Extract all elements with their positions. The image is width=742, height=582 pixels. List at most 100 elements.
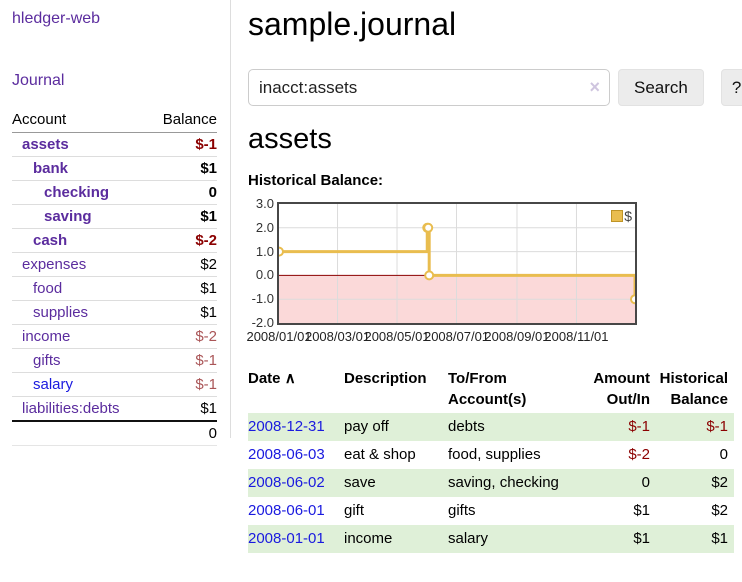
register-row: 2008-06-01 gift gifts $1 $2 — [248, 497, 734, 525]
register-description-cell: gift — [344, 502, 365, 519]
account-row: expenses $2 — [12, 252, 217, 277]
register-amount-cell: $-2 — [628, 446, 650, 463]
account-link[interactable]: assets — [22, 136, 69, 153]
account-row: assets $-1 — [12, 132, 217, 157]
app-title-link[interactable]: hledger-web — [12, 10, 101, 27]
transaction-date-link[interactable]: 2008-12-31 — [248, 418, 325, 435]
register-amount-cell: $1 — [633, 502, 650, 519]
balance-step-line-chart — [279, 204, 635, 323]
account-row: income $-2 — [12, 324, 217, 349]
nav-journal-link[interactable]: Journal — [12, 72, 65, 89]
transaction-date-link[interactable]: 2008-01-01 — [248, 530, 325, 547]
register-balance-cell: 0 — [719, 446, 728, 463]
accounts-header-row: Account Balance — [12, 108, 217, 133]
account-name-cell: checking — [12, 180, 149, 205]
account-balance: $-2 — [148, 324, 217, 349]
register-accounts-cell: gifts — [448, 502, 476, 519]
transaction-date-link[interactable]: 2008-06-02 — [248, 474, 325, 491]
account-name-cell: supplies — [12, 300, 149, 325]
account-name-cell: gifts — [12, 348, 149, 373]
col-accounts: To/From Account(s) — [448, 370, 527, 408]
account-link[interactable]: gifts — [33, 352, 61, 369]
account-row: salary $-1 — [12, 372, 217, 397]
x-tick-label: 2008/05/01 — [364, 329, 430, 344]
account-balance: $1 — [148, 300, 217, 325]
register-accounts-cell: food, supplies — [448, 446, 541, 463]
register-amount-cell: $1 — [633, 530, 650, 547]
account-balance: $1 — [148, 276, 217, 301]
account-link[interactable]: salary — [33, 376, 74, 393]
account-row: saving $1 — [12, 204, 217, 229]
account-balance: $-2 — [148, 228, 217, 253]
account-name-cell: income — [12, 324, 149, 349]
account-row: bank $1 — [12, 156, 217, 181]
register-header-row: Date ∧ Description To/From Account(s) Am… — [248, 365, 734, 413]
legend-swatch — [611, 210, 624, 222]
account-balance: $2 — [148, 252, 217, 277]
account-link[interactable]: checking — [44, 184, 110, 201]
account-link[interactable]: cash — [33, 232, 68, 249]
search-button[interactable]: Search — [618, 69, 704, 106]
col-date[interactable]: Date ∧ — [248, 365, 344, 413]
accounts-total-value: 0 — [148, 420, 217, 446]
accounts-body: assets $-1 bank $1 checking 0 saving $1 cash $-2 e… — [12, 132, 217, 422]
accounts-total-spacer — [12, 420, 149, 446]
accounts-header-account: Account — [12, 108, 149, 133]
account-balance: $1 — [148, 156, 217, 181]
account-balance: $1 — [148, 396, 217, 422]
account-link[interactable]: food — [33, 280, 63, 297]
y-tick-label: 1.0 — [255, 243, 274, 259]
chart-plot-area: $ — [277, 202, 637, 325]
transaction-date-link[interactable]: 2008-06-03 — [248, 446, 325, 463]
account-link[interactable]: saving — [44, 208, 92, 225]
search-input[interactable] — [248, 69, 610, 106]
col-date-label: Date — [248, 370, 281, 387]
register-body: 2008-12-31 pay off debts $-1 $-1 2008-06-03 ea… — [248, 413, 734, 553]
account-balance: $-1 — [148, 132, 217, 157]
account-name-cell: food — [12, 276, 149, 301]
page-title: sample.journal — [248, 6, 457, 42]
register-table: Date ∧ Description To/From Account(s) Am… — [248, 365, 734, 553]
search-input-wrap: × — [248, 69, 610, 106]
sort-ascending-icon: ∧ — [284, 370, 296, 387]
chart-title: Historical Balance: — [248, 172, 384, 189]
account-balance: $-1 — [148, 372, 217, 397]
x-tick-label: 2008/11/01 — [544, 329, 609, 344]
account-row: checking 0 — [12, 180, 217, 205]
register-accounts-cell: salary — [448, 530, 489, 547]
account-name-cell: liabilities:debts — [12, 396, 149, 422]
main-content: sample.journal × Search ? assets Histori… — [246, 0, 742, 553]
register-row: 2008-06-03 eat & shop food, supplies $-2 0 — [248, 441, 734, 469]
accounts-header-balance: Balance — [148, 108, 217, 133]
account-name-cell: salary — [12, 372, 149, 397]
y-tick-label: -1.0 — [251, 291, 274, 307]
account-link[interactable]: supplies — [33, 304, 89, 321]
register-description-cell: income — [344, 530, 393, 547]
col-balance: Historical Balance — [659, 370, 728, 408]
col-amount: Amount Out/In — [593, 370, 650, 408]
register-date-cell: 2008-12-31 — [248, 413, 344, 441]
account-name-cell: bank — [12, 156, 149, 181]
account-link[interactable]: income — [22, 328, 71, 345]
y-tick-label: -2.0 — [251, 315, 274, 330]
register-amount-cell: $-1 — [628, 418, 650, 435]
register-row: 2008-01-01 income salary $1 $1 — [248, 525, 734, 553]
register-accounts-cell: saving, checking — [448, 474, 559, 491]
register-date-cell: 2008-06-03 — [248, 441, 344, 469]
help-button[interactable]: ? — [720, 69, 742, 106]
y-tick-label: 2.0 — [255, 219, 274, 235]
clear-search-icon[interactable]: × — [589, 77, 600, 97]
register-balance-cell: $1 — [711, 530, 728, 547]
register-balance-cell: $2 — [711, 502, 728, 519]
register-accounts-cell: debts — [448, 418, 485, 435]
account-link[interactable]: liabilities:debts — [22, 400, 120, 417]
account-name-cell: cash — [12, 228, 149, 253]
account-balance: $1 — [148, 204, 217, 229]
transaction-date-link[interactable]: 2008-06-01 — [248, 502, 325, 519]
account-row: food $1 — [12, 276, 217, 301]
account-link[interactable]: expenses — [22, 256, 87, 273]
legend-label: $ — [624, 208, 632, 224]
y-tick-label: 3.0 — [255, 196, 274, 211]
account-link[interactable]: bank — [33, 160, 69, 177]
account-name-cell: saving — [12, 204, 149, 229]
